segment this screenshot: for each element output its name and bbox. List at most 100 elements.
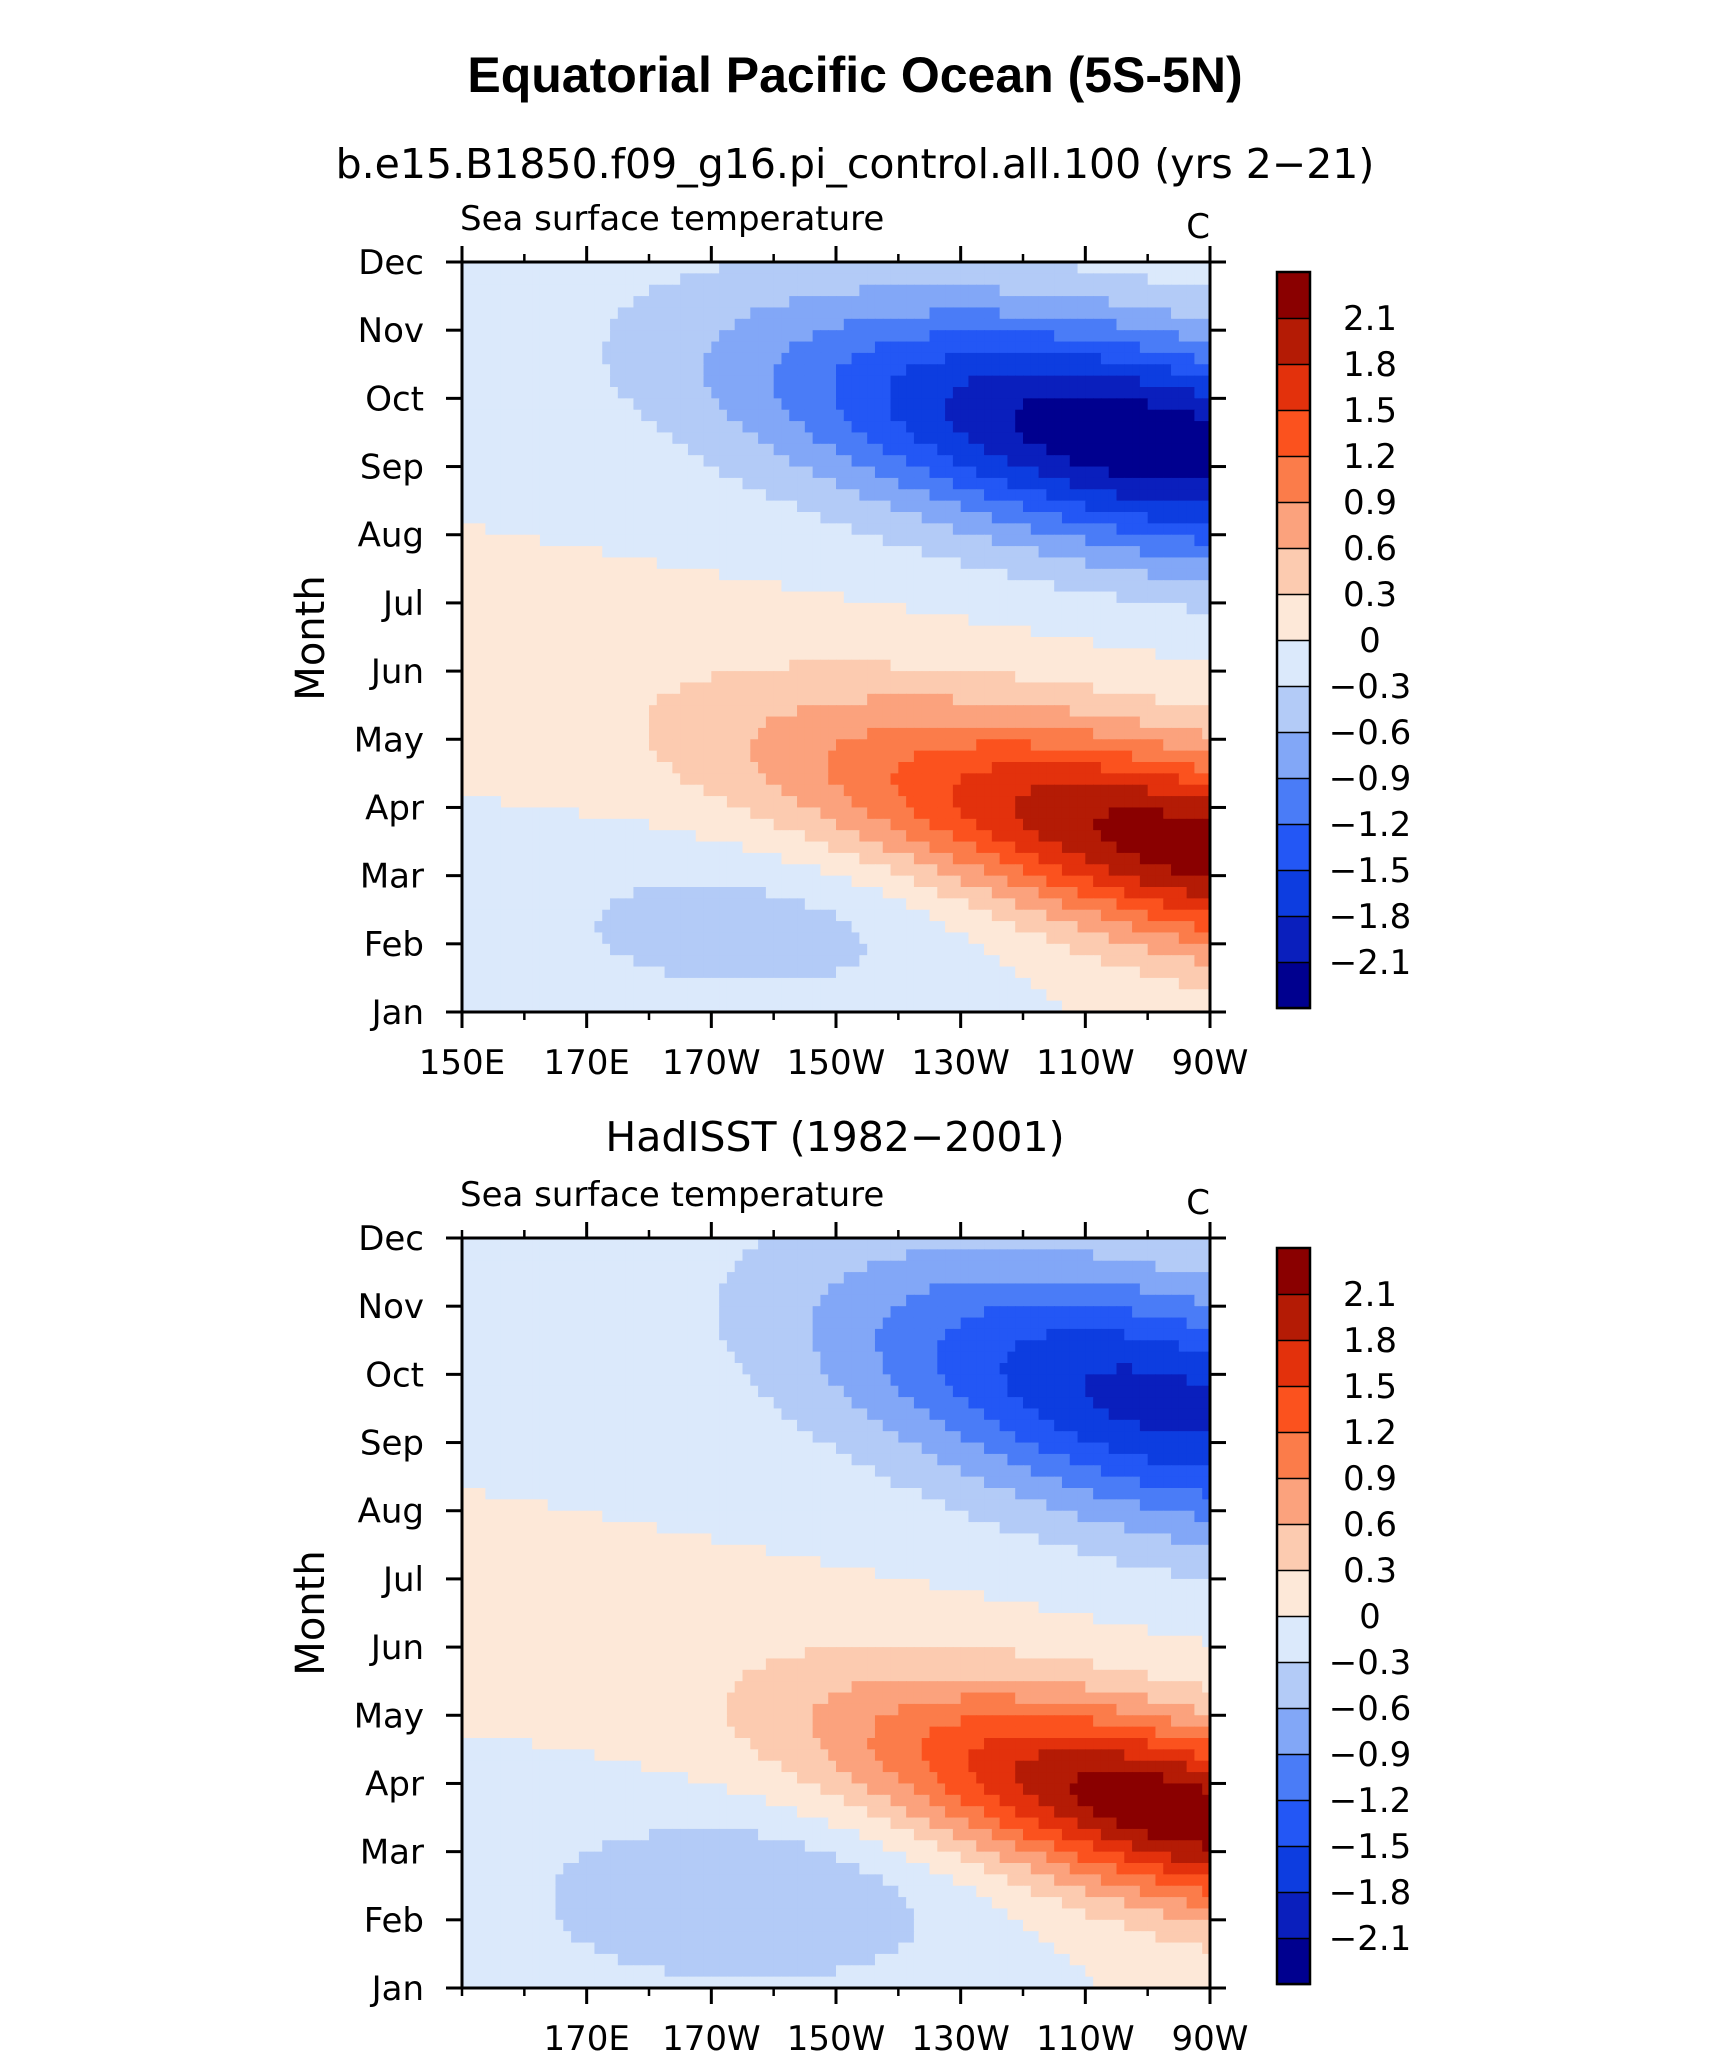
heatmap-cell — [874, 648, 884, 661]
heatmap-cell — [1085, 477, 1094, 490]
heatmap-cell — [1085, 307, 1094, 320]
heatmap-cell — [477, 364, 486, 377]
heatmap-cell — [1147, 364, 1157, 377]
heatmap-cell — [804, 841, 814, 854]
heatmap-cell — [945, 682, 954, 695]
heatmap-cell — [890, 443, 899, 456]
heatmap-cell — [1046, 671, 1055, 684]
heatmap-cell — [758, 546, 767, 559]
heatmap-cell — [828, 739, 837, 752]
heatmap-cell — [945, 739, 954, 752]
heatmap-cell — [516, 489, 525, 502]
heatmap-cell — [1015, 807, 1024, 820]
heatmap-cell — [602, 273, 611, 286]
heatmap-cell — [742, 762, 751, 774]
heatmap-cell — [462, 523, 471, 536]
heatmap-cell — [874, 750, 884, 763]
heatmap-cell — [968, 750, 977, 763]
heatmap-cell — [789, 466, 798, 479]
heatmap-cell — [532, 284, 541, 297]
heatmap-cell — [516, 512, 525, 524]
heatmap-cell — [633, 671, 642, 684]
heatmap-cell — [812, 750, 822, 763]
heatmap-cell — [929, 568, 938, 581]
heatmap-cell — [960, 682, 970, 695]
heatmap-cell — [968, 557, 977, 570]
heatmap-cell — [773, 716, 783, 729]
heatmap-cell — [898, 625, 907, 638]
heatmap-cell — [493, 398, 502, 411]
heatmap-cell — [843, 375, 853, 388]
heatmap-cell — [672, 273, 681, 286]
heatmap-cell — [984, 682, 993, 695]
heatmap-cell — [524, 591, 533, 604]
heatmap-cell — [532, 489, 541, 502]
heatmap-cell — [610, 455, 619, 468]
heatmap-cell — [500, 727, 510, 740]
heatmap-cell — [532, 637, 541, 649]
heatmap-cell — [952, 807, 962, 820]
heatmap-cell — [789, 273, 798, 286]
heatmap-cell — [976, 489, 985, 502]
heatmap-cell — [1038, 762, 1047, 774]
heatmap-cell — [1023, 341, 1032, 354]
heatmap-cell — [664, 841, 673, 854]
heatmap-cell — [1007, 762, 1016, 774]
heatmap-cell — [711, 557, 720, 570]
heatmap-cell — [1038, 262, 1047, 274]
heatmap-cell — [1061, 477, 1071, 490]
heatmap-cell — [828, 341, 837, 354]
heatmap-cell — [493, 557, 502, 570]
heatmap-cell — [656, 489, 666, 502]
heatmap-cell — [1194, 841, 1203, 854]
heatmap-cell — [571, 466, 580, 479]
heatmap-cell — [812, 602, 822, 615]
heatmap-cell — [578, 739, 588, 752]
heatmap-cell — [984, 716, 993, 729]
heatmap-cell — [687, 671, 697, 684]
heatmap-cell — [1069, 762, 1079, 774]
heatmap-cell — [913, 512, 923, 524]
heatmap-cell — [664, 284, 673, 297]
heatmap-cell — [547, 364, 557, 377]
heatmap-cell — [937, 659, 946, 672]
heatmap-cell — [929, 534, 938, 547]
heatmap-cell — [1054, 500, 1063, 513]
heatmap-cell — [485, 409, 494, 422]
heatmap-cell — [1061, 762, 1071, 774]
heatmap-cell — [1054, 580, 1063, 593]
heatmap-cell — [462, 727, 471, 740]
heatmap-cell — [1139, 477, 1149, 490]
heatmap-cell — [1139, 807, 1149, 820]
heatmap-cell — [610, 762, 619, 774]
heatmap-cell — [984, 307, 993, 320]
heatmap-cell — [1155, 682, 1164, 695]
heatmap-cell — [664, 796, 673, 809]
heatmap-cell — [1023, 307, 1032, 320]
heatmap-cell — [555, 693, 564, 706]
heatmap-cell — [952, 284, 962, 297]
heatmap-cell — [890, 421, 899, 434]
heatmap-cell — [1163, 296, 1172, 309]
heatmap-cell — [773, 637, 783, 649]
heatmap-cell — [1061, 637, 1071, 649]
heatmap-cell — [1163, 375, 1172, 388]
heatmap-cell — [797, 398, 806, 411]
heatmap-cell — [1038, 807, 1047, 820]
heatmap-cell — [797, 625, 806, 638]
heatmap-cell — [1202, 807, 1211, 820]
heatmap-cell — [711, 784, 720, 797]
heatmap-cell — [703, 784, 712, 797]
heatmap-cell — [913, 830, 923, 843]
heatmap-cell — [680, 262, 689, 274]
heatmap-cell — [485, 659, 494, 672]
heatmap-cell — [563, 296, 572, 309]
heatmap-cell — [664, 477, 673, 490]
heatmap-cell — [1046, 739, 1055, 752]
heatmap-cell — [952, 671, 962, 684]
heatmap-cell — [797, 273, 806, 286]
heatmap-cell — [719, 739, 728, 752]
heatmap-cell — [547, 796, 557, 809]
heatmap-cell — [1054, 466, 1063, 479]
heatmap-cell — [874, 671, 884, 684]
